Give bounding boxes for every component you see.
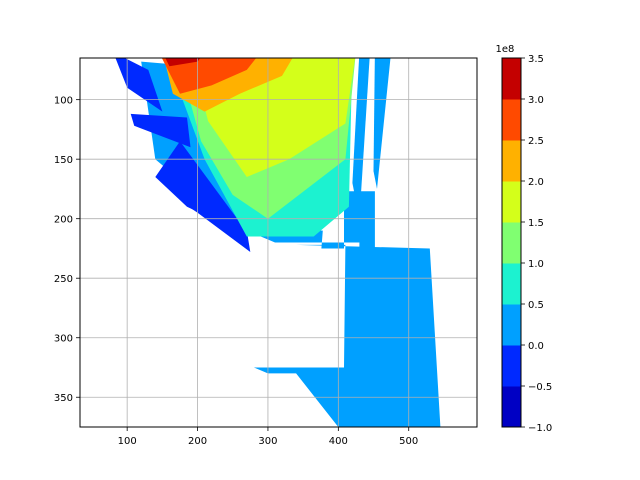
colorbar: 3.5 3.0 2.5 2.0 1.5 1.0 0.5 0.0 −0.5 −1.0 1e8 xyxy=(496,44,553,434)
colorbar-tick-label: −0.5 xyxy=(528,382,552,393)
x-tick-label: 300 xyxy=(258,436,277,447)
colorbar-band xyxy=(502,345,521,387)
x-tick-label: 500 xyxy=(399,436,418,447)
colorbar-band xyxy=(502,58,521,100)
contour-region-4 xyxy=(373,58,391,189)
colorbar-band xyxy=(502,263,521,305)
colorbar-exponent-label: 1e8 xyxy=(496,44,515,55)
x-axis: 100 200 300 400 500 xyxy=(118,427,418,447)
contour-region-7 xyxy=(130,113,191,148)
contour-region-9 xyxy=(183,203,251,252)
axes-frame xyxy=(79,57,478,428)
colorbar-tick-label: 0.0 xyxy=(528,341,544,352)
colorbar-tick-label: 1.5 xyxy=(528,218,544,229)
plot-area: 100 200 300 400 500 100 150 200 250 300 350 xyxy=(54,57,478,447)
contour-region-0 xyxy=(232,191,375,267)
colorbar-band xyxy=(502,222,521,264)
colorbar-band xyxy=(502,304,521,346)
grid-lines xyxy=(80,58,477,427)
x-tick-label: 400 xyxy=(329,436,348,447)
colorbar-tick-label: 2.0 xyxy=(528,177,544,188)
y-tick-label: 150 xyxy=(54,155,73,166)
colorbar-tick-label: 3.0 xyxy=(528,95,544,106)
contour-region-6 xyxy=(155,141,251,237)
colorbar-frame xyxy=(501,57,522,428)
colorbar-tick-label: 0.5 xyxy=(528,300,544,311)
colorbar-band xyxy=(502,386,521,428)
contour-region-1 xyxy=(294,244,441,427)
colorbar-tick-label: 3.5 xyxy=(528,54,544,65)
y-axis: 100 150 200 250 300 350 xyxy=(54,96,80,404)
x-tick-label: 200 xyxy=(188,436,207,447)
contour-region-15 xyxy=(165,58,201,67)
contour-region-2 xyxy=(253,367,342,374)
colorbar-band xyxy=(502,140,521,182)
y-tick-label: 100 xyxy=(54,96,73,107)
colorbar-tick-label: −1.0 xyxy=(528,423,552,434)
y-tick-label: 350 xyxy=(54,393,73,404)
contour-region-14 xyxy=(161,58,257,94)
colorbar-tick-label: 2.5 xyxy=(528,136,544,147)
x-tick-label: 100 xyxy=(118,436,137,447)
colorbar-band xyxy=(502,99,521,141)
colorbar-band xyxy=(502,181,521,223)
contour-region-5 xyxy=(352,58,370,219)
y-tick-label: 250 xyxy=(54,274,73,285)
y-tick-label: 300 xyxy=(54,334,73,345)
y-tick-label: 200 xyxy=(54,215,73,226)
colorbar-tick-label: 1.0 xyxy=(528,259,544,270)
